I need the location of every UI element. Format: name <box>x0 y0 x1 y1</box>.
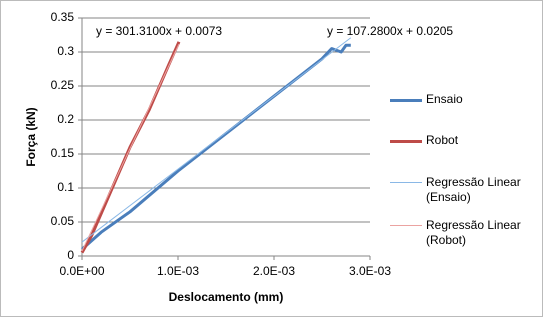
legend-swatch <box>390 140 422 143</box>
series-line <box>81 37 352 243</box>
x-tick-label: 2.0E-03 <box>253 264 295 278</box>
legend-swatch <box>390 99 422 102</box>
x-tick-label: 0.0E+00 <box>59 264 104 278</box>
legend-label: Robot <box>426 133 459 147</box>
series-line <box>81 43 180 252</box>
x-tick-label: 1.0E-03 <box>157 264 199 278</box>
x-axis-label: Deslocamento (mm) <box>169 290 284 304</box>
legend-label: Regressão Linear (Robot) <box>426 218 521 247</box>
legend-label: Regressão Linear (Ensaio) <box>426 175 521 204</box>
y-tick-label: 0.15 <box>51 146 75 160</box>
y-tick-label: 0.05 <box>51 214 75 228</box>
x-tick-label: 3.0E-03 <box>349 264 391 278</box>
y-tick-label: 0.35 <box>51 10 75 24</box>
y-tick-label: 0 <box>67 248 74 262</box>
y-tick-label: 0.2 <box>57 112 74 126</box>
legend-item: Regressão Linear (Robot) <box>390 218 543 248</box>
y-tick-label: 0.3 <box>57 44 74 58</box>
legend-item: Ensaio <box>390 92 543 107</box>
y-tick-label: 0.1 <box>57 180 74 194</box>
legend-item: Robot <box>390 133 543 148</box>
y-tick-label: 0.25 <box>51 78 75 92</box>
legend-swatch <box>390 225 422 226</box>
legend-swatch <box>390 182 422 183</box>
annotation: y = 301.3100x + 0.0073 <box>96 24 222 38</box>
legend-label: Ensaio <box>426 92 463 106</box>
annotation: y = 107.2800x + 0.0205 <box>327 24 453 38</box>
legend-item: Regressão Linear (Ensaio) <box>390 175 543 205</box>
y-axis-label: Força (kN) <box>24 107 38 166</box>
